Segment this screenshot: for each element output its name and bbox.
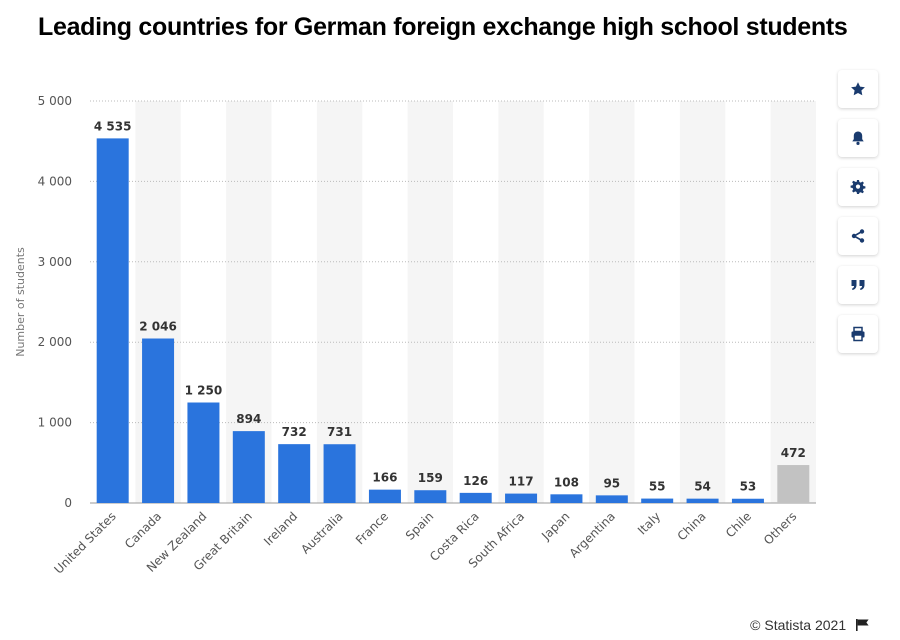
bar[interactable]	[278, 444, 311, 503]
bar[interactable]	[323, 444, 356, 503]
category-label: China	[675, 509, 709, 543]
gear-icon	[850, 180, 866, 194]
bar[interactable]	[232, 431, 265, 503]
data-label: 95	[603, 476, 620, 490]
favorite-button[interactable]	[838, 70, 878, 108]
y-tick-label: 5 000	[38, 94, 72, 108]
y-tick-label: 4 000	[38, 174, 72, 188]
bar[interactable]	[142, 338, 175, 503]
settings-button[interactable]	[838, 168, 878, 206]
data-label: 731	[327, 425, 352, 439]
data-label: 108	[554, 475, 579, 489]
category-label: Canada	[122, 509, 164, 551]
printer-icon	[851, 326, 865, 342]
bar[interactable]	[459, 492, 492, 503]
column-band	[770, 101, 816, 503]
data-label: 126	[463, 474, 488, 488]
data-label: 166	[372, 471, 397, 485]
category-label: United States	[51, 509, 118, 576]
share-icon	[851, 229, 865, 243]
column-band	[679, 101, 726, 503]
bars	[96, 138, 810, 504]
bar[interactable]	[777, 465, 810, 503]
bar[interactable]	[505, 493, 538, 503]
title-bar: Leading countries for German foreign exc…	[0, 0, 900, 56]
data-label: 159	[418, 471, 443, 485]
y-tick-label: 0	[64, 496, 72, 510]
column-band	[498, 101, 544, 503]
y-axis-title: Number of students	[14, 247, 27, 357]
data-label: 54	[694, 480, 711, 494]
y-tick-label: 3 000	[38, 255, 72, 269]
bar[interactable]	[686, 498, 719, 503]
print-button[interactable]	[838, 315, 878, 353]
data-label: 472	[781, 446, 806, 460]
bar[interactable]	[368, 489, 401, 503]
category-label: Chile	[723, 509, 754, 540]
bar[interactable]	[731, 498, 764, 503]
bell-icon	[852, 131, 864, 145]
bar[interactable]	[595, 495, 628, 503]
star-icon	[851, 82, 865, 96]
flag-icon	[856, 618, 870, 631]
data-label: 53	[740, 480, 757, 494]
category-label: Italy	[635, 509, 663, 537]
cite-button[interactable]	[838, 266, 878, 304]
source-credit[interactable]: © Statista 2021	[750, 617, 870, 633]
data-label: 732	[282, 425, 307, 439]
bar[interactable]	[550, 494, 583, 503]
column-band	[589, 101, 635, 503]
quote-icon	[851, 280, 865, 290]
notification-button[interactable]	[838, 119, 878, 157]
data-labels: 4 535 2 046 1 250 894 732 731 166 159 126 117 108 9…	[94, 119, 806, 493]
data-label: 1 250	[185, 384, 223, 398]
category-label: Others	[761, 509, 799, 547]
bar[interactable]	[414, 490, 447, 503]
y-tick-label: 2 000	[38, 335, 72, 349]
category-label: Ireland	[261, 509, 300, 548]
bar[interactable]	[641, 498, 674, 503]
data-label: 4 535	[94, 119, 132, 133]
category-label: Argentina	[567, 509, 618, 560]
y-tick-label: 1 000	[38, 416, 72, 430]
column-band	[316, 101, 363, 503]
bar[interactable]	[96, 138, 129, 504]
category-label: Japan	[538, 509, 572, 543]
data-label: 894	[236, 412, 261, 426]
data-label: 117	[509, 475, 534, 489]
category-label: Australia	[298, 509, 345, 556]
share-button[interactable]	[838, 217, 878, 255]
data-label: 55	[649, 480, 666, 494]
column-band	[407, 101, 453, 503]
category-label: Spain	[403, 509, 437, 543]
credit-text: © Statista 2021	[750, 617, 847, 633]
page-title: Leading countries for German foreign exc…	[38, 13, 848, 41]
data-label: 2 046	[139, 320, 177, 334]
category-label: France	[353, 509, 391, 547]
bar[interactable]	[187, 402, 220, 504]
y-axis-ticks: 0 1 000 2 000 3 000 4 000 5 000	[38, 94, 72, 510]
